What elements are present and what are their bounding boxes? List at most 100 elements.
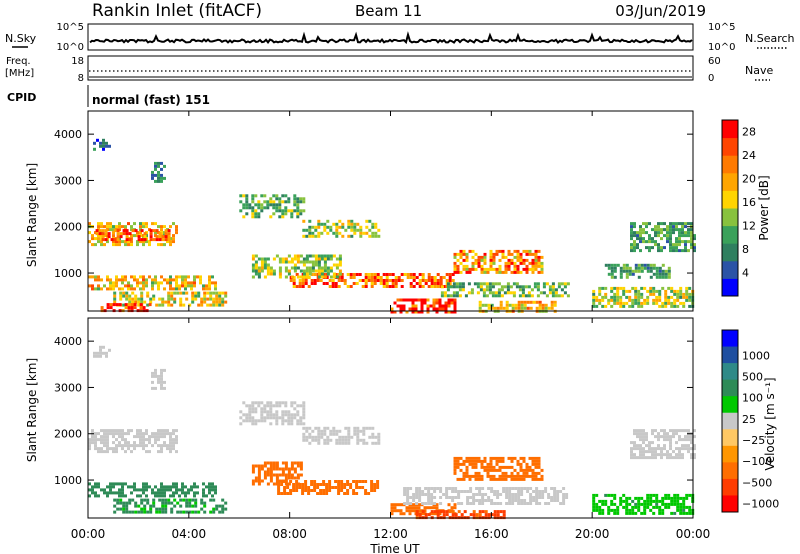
xlabel: Time UT (369, 542, 420, 554)
nsky-label: N.Sky (5, 32, 37, 45)
power-region (604, 263, 671, 279)
power-region (630, 222, 696, 253)
velocity-cbar-tick: −100 (742, 455, 772, 468)
power-cbar-label: Power [dB] (757, 175, 771, 240)
time-x-axis: 00:00 04:00 08:00 12:00 16:00 20:00 00:00 (71, 111, 711, 541)
velocity-cbar-tick: 100 (742, 392, 763, 405)
power-cbar-tick: 8 (742, 243, 749, 256)
power-cbar-tick: 24 (742, 149, 756, 162)
power-region (95, 229, 171, 242)
power-y-axis: 1000 2000 3000 4000 (54, 128, 693, 280)
power-cbar-swatch (722, 172, 738, 191)
velocity-cbar-swatch (722, 346, 738, 364)
velocity-cbar-swatch (722, 396, 738, 414)
freq-tick-top: 18 (71, 56, 84, 67)
velocity-colorbar: 1000 500 100 25 −25 −100 −500 −1000 (721, 329, 779, 513)
velocity-cbar-swatch (722, 379, 738, 397)
y-tick-label: 1000 (54, 267, 82, 280)
velocity-cbar-tick: −500 (742, 476, 772, 489)
noise-right-tick-bottom: 10^0 (708, 42, 735, 53)
y-tick-label: 4000 (54, 335, 82, 348)
velocity-cbar-frame (721, 329, 739, 513)
y-tick-label: 4000 (54, 128, 82, 141)
power-cbar-tick: 4 (742, 267, 749, 280)
nave-tick-top: 60 (708, 56, 721, 67)
velocity-region (277, 480, 380, 495)
power-cbar-swatch (722, 243, 738, 262)
velocity-ylabel: Slant Range [km] (25, 358, 39, 462)
velocity-cbar-label: Velocity [m s⁻¹] (763, 377, 777, 470)
x-tick-label: 12:00 (373, 527, 408, 541)
noise-left-tick-top: 10^5 (57, 22, 84, 33)
nave-label: Nave (745, 64, 773, 77)
freq-label: Freq. (6, 56, 31, 67)
power-ylabel: Slant Range [km] (25, 163, 39, 267)
velocity-cbar-swatch (722, 412, 738, 430)
power-cbar-tick: 12 (742, 220, 756, 233)
power-region (453, 249, 544, 274)
nave-tick-bottom: 0 (708, 73, 714, 84)
power-cbar-swatch (722, 278, 738, 297)
power-region (289, 273, 455, 288)
x-tick-label: 20:00 (575, 527, 610, 541)
power-cbar-swatch (722, 120, 738, 139)
velocity-cbar-tick: −25 (742, 434, 765, 447)
velocity-cbar-tick: 25 (742, 413, 756, 426)
power-region (251, 254, 342, 279)
nsearch-label: N.Search (745, 32, 795, 45)
y-tick-label: 2000 (54, 428, 82, 441)
velocity-region (403, 487, 569, 505)
noise-strip-frame (87, 23, 694, 51)
plot-title: Rankin Inlet (fitACF) (92, 1, 262, 21)
power-cbar-swatch (722, 137, 738, 156)
velocity-region (88, 482, 217, 498)
power-region (239, 194, 306, 219)
velocity-cbar-tick: 1000 (742, 349, 770, 362)
cpid-value: normal (fast) 151 (92, 93, 210, 107)
velocity-region (93, 345, 111, 358)
power-region (302, 219, 381, 238)
power-region (93, 138, 111, 151)
velocity-region (239, 401, 306, 426)
freq-tick-bottom: 8 (78, 73, 84, 84)
power-cbar-frame (721, 119, 739, 297)
power-cbar-swatch (722, 155, 738, 174)
y-tick-label: 2000 (54, 221, 82, 234)
cpid-label: CPID (7, 91, 36, 104)
x-tick-label: 00:00 (676, 527, 711, 541)
velocity-region (630, 429, 696, 460)
noise-right-tick-top: 10^5 (708, 22, 735, 33)
noise-left-tick-bottom: 10^0 (57, 42, 84, 53)
velocity-cbar-swatch (722, 429, 738, 447)
y-tick-label: 3000 (54, 381, 82, 394)
velocity-cbar-tick: 500 (742, 371, 763, 384)
power-cbar-swatch (722, 190, 738, 209)
velocity-cbar-swatch (722, 363, 738, 381)
x-tick-label: 04:00 (172, 527, 207, 541)
beam-label: Beam 11 (355, 2, 422, 20)
date-label: 03/Jun/2019 (615, 2, 706, 20)
power-region (390, 298, 457, 314)
power-region (88, 275, 217, 291)
velocity-cbar-swatch (722, 478, 738, 496)
power-cbar-swatch (722, 225, 738, 244)
nsky-trace (89, 31, 693, 45)
x-tick-label: 00:00 (71, 527, 106, 541)
power-region (592, 286, 695, 308)
freq-strip-frame (87, 55, 694, 81)
x-tick-label: 16:00 (474, 527, 509, 541)
velocity-panel-frame (87, 317, 694, 519)
power-region (151, 161, 166, 183)
freq-unit-label: [MHz] (5, 68, 34, 79)
power-cbar-swatch (722, 208, 738, 227)
velocity-region (151, 368, 166, 390)
velocity-region (113, 498, 228, 514)
power-colorbar: 4 8 12 16 20 24 28 (721, 119, 756, 297)
velocity-region (453, 456, 544, 481)
x-tick-label: 08:00 (272, 527, 307, 541)
velocity-region (88, 429, 178, 454)
velocity-cbar-swatch (722, 462, 738, 480)
velocity-cbar-swatch (722, 445, 738, 463)
velocity-y-axis: 1000 2000 3000 4000 (54, 335, 693, 487)
